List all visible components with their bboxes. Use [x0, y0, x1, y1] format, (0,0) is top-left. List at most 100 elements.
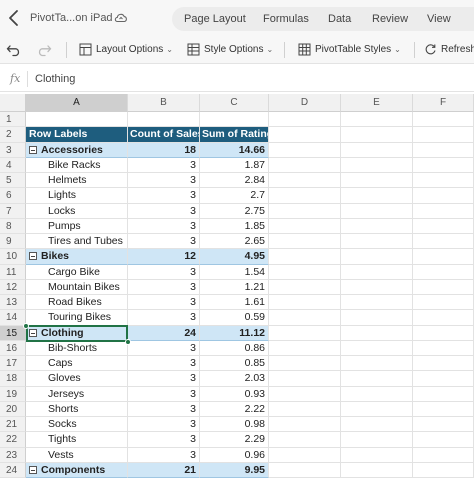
- empty-cell[interactable]: [269, 203, 341, 219]
- empty-cell[interactable]: [413, 310, 474, 326]
- tab-review[interactable]: Review: [372, 13, 409, 25]
- row-number[interactable]: 14: [0, 310, 26, 326]
- selection-handle[interactable]: [23, 322, 29, 329]
- empty-cell[interactable]: [341, 325, 413, 341]
- cell-b5[interactable]: 3: [128, 173, 200, 189]
- layout-options-button[interactable]: Layout Options ⌄: [79, 43, 173, 56]
- cell-a10[interactable]: Bikes: [26, 249, 128, 265]
- row-number[interactable]: 19: [0, 386, 26, 402]
- empty-cell[interactable]: [269, 356, 341, 372]
- row-number[interactable]: 11: [0, 264, 26, 280]
- function-icon[interactable]: fx: [10, 72, 21, 85]
- empty-cell[interactable]: [341, 356, 413, 372]
- cell-c21[interactable]: 0.98: [200, 417, 269, 433]
- cell-a19[interactable]: Jerseys: [26, 386, 128, 402]
- cell-c20[interactable]: 2.22: [200, 401, 269, 417]
- row-number[interactable]: 3: [0, 142, 26, 158]
- empty-cell[interactable]: [413, 417, 474, 433]
- cell-a12[interactable]: Mountain Bikes: [26, 279, 128, 295]
- empty-cell[interactable]: [341, 462, 413, 478]
- empty-cell[interactable]: [269, 295, 341, 311]
- cell-c10[interactable]: 4.95: [200, 249, 269, 265]
- cell-a2[interactable]: Row Labels: [26, 127, 128, 143]
- tab-page-layout[interactable]: Page Layout: [184, 13, 246, 25]
- empty-cell[interactable]: [269, 234, 341, 250]
- cell-c18[interactable]: 2.03: [200, 371, 269, 387]
- cell-b16[interactable]: 3: [128, 340, 200, 356]
- cell-c16[interactable]: 0.86: [200, 340, 269, 356]
- cell-c12[interactable]: 1.21: [200, 279, 269, 295]
- row-number[interactable]: 22: [0, 432, 26, 448]
- cell-a7[interactable]: Locks: [26, 203, 128, 219]
- row-number[interactable]: 5: [0, 173, 26, 189]
- empty-cell[interactable]: [269, 249, 341, 265]
- cell-a1[interactable]: [26, 112, 128, 128]
- cell-b21[interactable]: 3: [128, 417, 200, 433]
- cell-b14[interactable]: 3: [128, 310, 200, 326]
- row-number[interactable]: 6: [0, 188, 26, 204]
- row-number[interactable]: 4: [0, 157, 26, 173]
- cell-a4[interactable]: Bike Racks: [26, 157, 128, 173]
- empty-cell[interactable]: [269, 310, 341, 326]
- cell-a15[interactable]: Clothing: [26, 325, 128, 341]
- cell-c5[interactable]: 2.84: [200, 173, 269, 189]
- cell-b12[interactable]: 3: [128, 279, 200, 295]
- document-title[interactable]: PivotTa...on iPad: [30, 12, 113, 24]
- empty-cell[interactable]: [269, 127, 341, 143]
- row-number[interactable]: 9: [0, 234, 26, 250]
- empty-cell[interactable]: [413, 249, 474, 265]
- column-header-b[interactable]: B: [128, 94, 200, 112]
- cell-c3[interactable]: 14.66: [200, 142, 269, 158]
- cell-b7[interactable]: 3: [128, 203, 200, 219]
- column-header-d[interactable]: D: [269, 94, 341, 112]
- empty-cell[interactable]: [341, 447, 413, 463]
- empty-cell[interactable]: [269, 218, 341, 234]
- empty-cell[interactable]: [269, 447, 341, 463]
- empty-cell[interactable]: [413, 386, 474, 402]
- empty-cell[interactable]: [413, 462, 474, 478]
- empty-cell[interactable]: [341, 203, 413, 219]
- row-number[interactable]: 15: [0, 325, 26, 341]
- empty-cell[interactable]: [413, 325, 474, 341]
- empty-cell[interactable]: [413, 356, 474, 372]
- empty-cell[interactable]: [413, 157, 474, 173]
- column-header-c[interactable]: C: [200, 94, 269, 112]
- empty-cell[interactable]: [413, 203, 474, 219]
- cell-a3[interactable]: Accessories: [26, 142, 128, 158]
- collapse-toggle-icon[interactable]: [29, 465, 37, 474]
- cell-b15[interactable]: 24: [128, 325, 200, 341]
- cell-a20[interactable]: Shorts: [26, 401, 128, 417]
- back-chevron-icon[interactable]: [6, 8, 22, 28]
- cell-b10[interactable]: 12: [128, 249, 200, 265]
- empty-cell[interactable]: [341, 264, 413, 280]
- cell-a11[interactable]: Cargo Bike: [26, 264, 128, 280]
- cell-a18[interactable]: Gloves: [26, 371, 128, 387]
- row-number[interactable]: 10: [0, 249, 26, 265]
- cell-c17[interactable]: 0.85: [200, 356, 269, 372]
- empty-cell[interactable]: [341, 401, 413, 417]
- cell-a16[interactable]: Bib-Shorts: [26, 340, 128, 356]
- empty-cell[interactable]: [341, 234, 413, 250]
- formula-input[interactable]: Clothing: [35, 73, 76, 85]
- cell-b18[interactable]: 3: [128, 371, 200, 387]
- row-number[interactable]: 20: [0, 401, 26, 417]
- empty-cell[interactable]: [341, 279, 413, 295]
- cell-c24[interactable]: 9.95: [200, 462, 269, 478]
- empty-cell[interactable]: [341, 249, 413, 265]
- cell-c9[interactable]: 2.65: [200, 234, 269, 250]
- empty-cell[interactable]: [341, 340, 413, 356]
- empty-cell[interactable]: [269, 325, 341, 341]
- cell-a22[interactable]: Tights: [26, 432, 128, 448]
- empty-cell[interactable]: [269, 264, 341, 280]
- collapse-toggle-icon[interactable]: [29, 328, 37, 337]
- cell-a21[interactable]: Socks: [26, 417, 128, 433]
- empty-cell[interactable]: [341, 310, 413, 326]
- redo-icon[interactable]: [36, 42, 52, 58]
- column-header-e[interactable]: E: [341, 94, 413, 112]
- empty-cell[interactable]: [341, 295, 413, 311]
- cell-a5[interactable]: Helmets: [26, 173, 128, 189]
- cell-b9[interactable]: 3: [128, 234, 200, 250]
- column-header-f[interactable]: F: [413, 94, 474, 112]
- cell-c1[interactable]: [200, 112, 269, 128]
- tab-view[interactable]: View: [427, 13, 451, 25]
